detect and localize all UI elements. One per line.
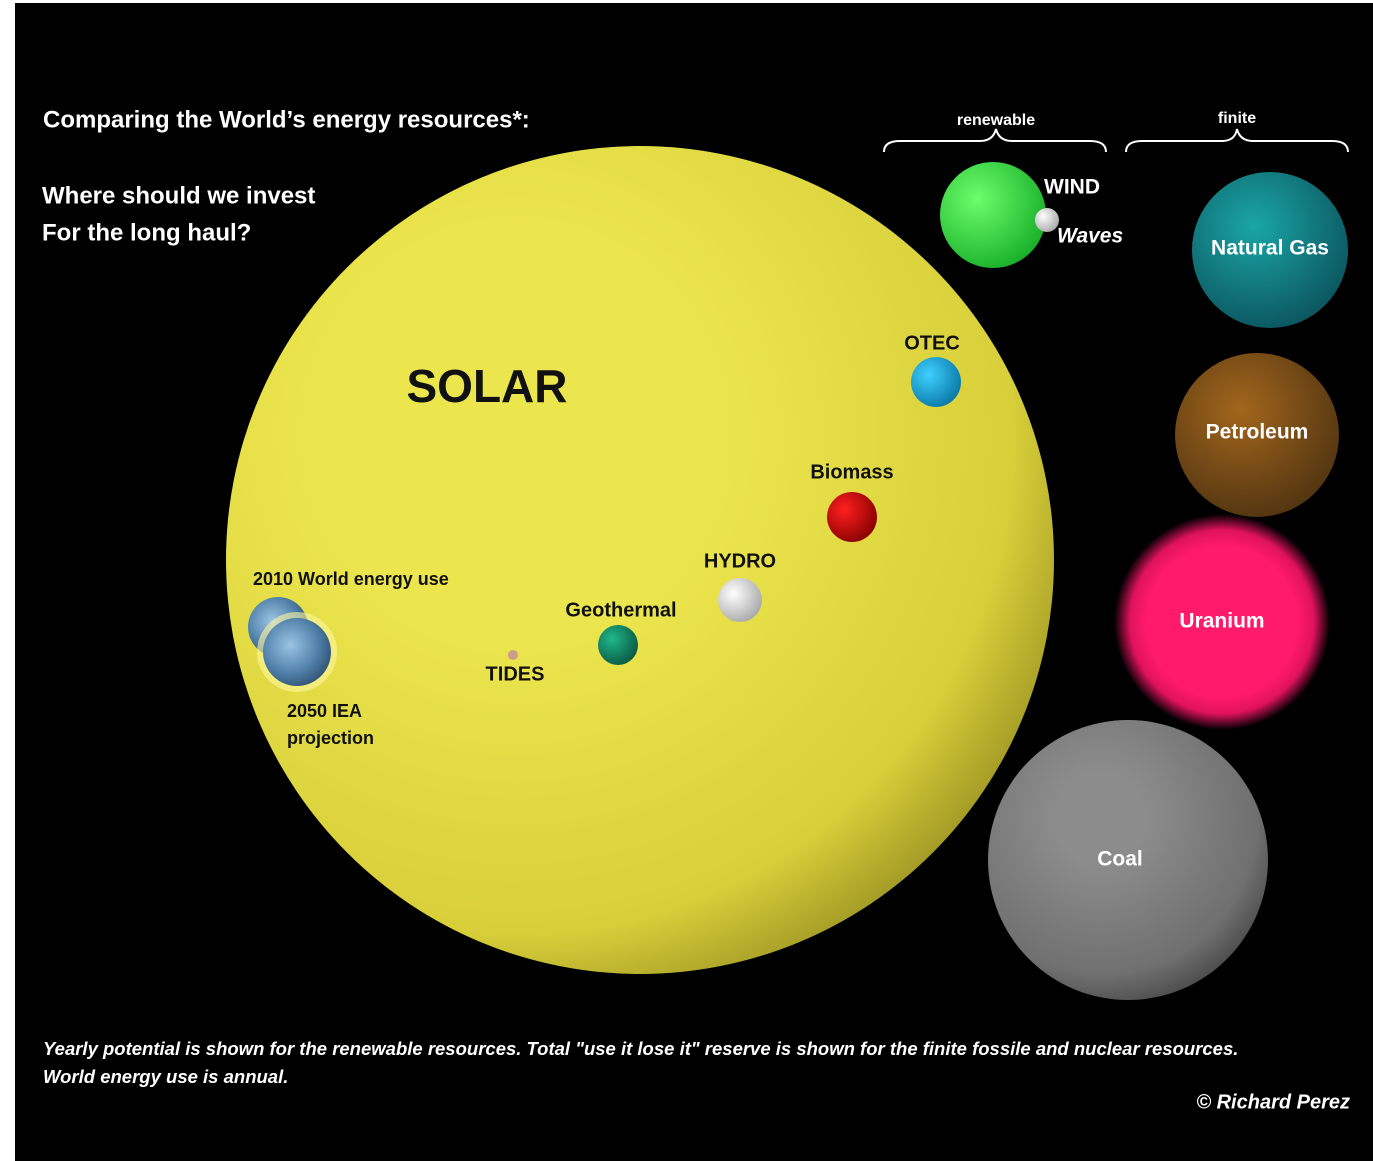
resource-label: OTEC xyxy=(904,332,960,354)
credit: © Richard Perez xyxy=(1196,1091,1350,1113)
coal-circle xyxy=(988,720,1268,1000)
resource-label: Petroleum xyxy=(1206,421,1309,444)
resource-label: HYDRO xyxy=(704,550,776,572)
footnote: Yearly potential is shown for the renewa… xyxy=(43,1038,1238,1059)
wind-circle xyxy=(940,162,1046,268)
petroleum-circle xyxy=(1175,353,1339,517)
brace xyxy=(1125,128,1349,153)
subtitle: For the long haul? xyxy=(42,219,251,246)
tides-circle xyxy=(508,650,518,660)
brace xyxy=(883,128,1107,153)
subtitle: Where should we invest xyxy=(42,182,315,209)
uranium-circle xyxy=(1114,514,1330,730)
resource-label: TIDES xyxy=(486,663,545,685)
natural-gas-circle xyxy=(1192,172,1348,328)
world-use-label: 2010 World energy use xyxy=(253,569,449,589)
waves-circle xyxy=(1035,208,1059,232)
footnote: World energy use is annual. xyxy=(43,1066,288,1087)
resource-label: Waves xyxy=(1057,225,1123,248)
resource-label: Coal xyxy=(1097,848,1143,871)
resource-label: SOLAR xyxy=(407,360,568,412)
resource-label: Biomass xyxy=(810,461,893,483)
world-use-label: 2050 IEA xyxy=(287,701,362,721)
earth-2050 xyxy=(263,618,331,686)
otec-circle xyxy=(911,357,961,407)
resource-label: WIND xyxy=(1044,176,1100,199)
resource-label: Geothermal xyxy=(565,599,676,621)
title: Comparing the World’s energy resources*: xyxy=(43,106,530,133)
group-label: finite xyxy=(1218,110,1256,127)
resource-label: Uranium xyxy=(1179,610,1264,633)
world-use-label: projection xyxy=(287,728,374,748)
resource-label: Natural Gas xyxy=(1211,237,1329,260)
biomass-circle xyxy=(827,492,877,542)
group-label: renewable xyxy=(957,112,1035,129)
hydro-circle xyxy=(718,578,762,622)
geothermal-circle xyxy=(598,625,638,665)
solar-circle xyxy=(226,146,1054,974)
